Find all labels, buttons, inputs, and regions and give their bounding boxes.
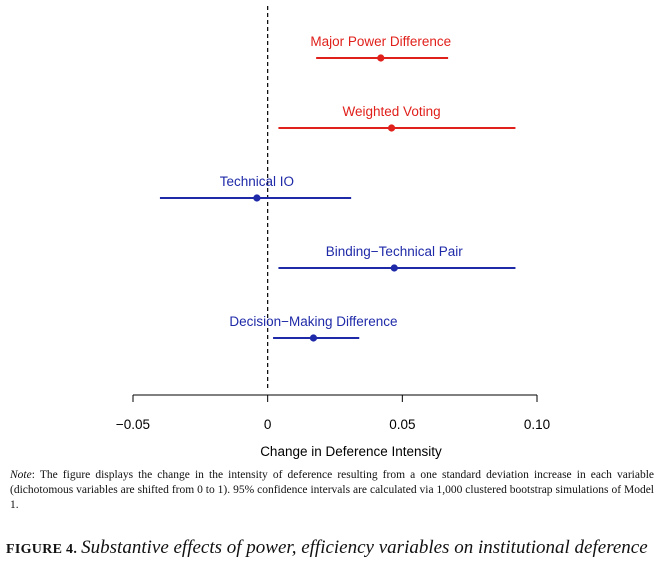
figure-note: Note: The figure displays the change in … [10,468,654,513]
series-2: Weighted Voting [278,104,516,132]
caption-label: FIGURE 4. [6,542,78,557]
series-label: Weighted Voting [343,104,441,119]
series-label: Decision−Making Difference [229,314,397,329]
series-1: Major Power Difference [310,34,451,62]
point-estimate [390,264,398,272]
note-label: Note [10,469,32,481]
series-label: Binding−Technical Pair [326,244,463,259]
x-axis: −0.05 0 0.05 0.10 [116,394,550,432]
coefficient-plot: Major Power Difference Weighted Voting Tec… [116,6,550,459]
x-tick-label: 0.10 [524,417,550,432]
caption-text: Substantive effects of power, efficiency… [81,537,648,558]
series-3: Technical IO [159,174,352,202]
series-5: Decision−Making Difference [229,314,398,342]
series-label: Technical IO [220,174,294,189]
point-estimate [387,124,396,132]
series-4: Binding−Technical Pair [278,244,516,272]
x-tick-label: −0.05 [116,417,150,432]
x-axis-label: Change in Deference Intensity [260,444,442,459]
x-tick-label: 0 [264,417,272,432]
series-layer: Major Power Difference Weighted Voting Tec… [159,34,516,342]
note-text: : The figure displays the change in the … [10,469,654,511]
figure-caption: FIGURE 4. Substantive effects of power, … [6,536,656,561]
point-estimate [309,334,318,342]
series-label: Major Power Difference [310,34,451,49]
point-estimate [253,194,261,202]
x-tick-label: 0.05 [389,417,415,432]
point-estimate [377,54,385,62]
